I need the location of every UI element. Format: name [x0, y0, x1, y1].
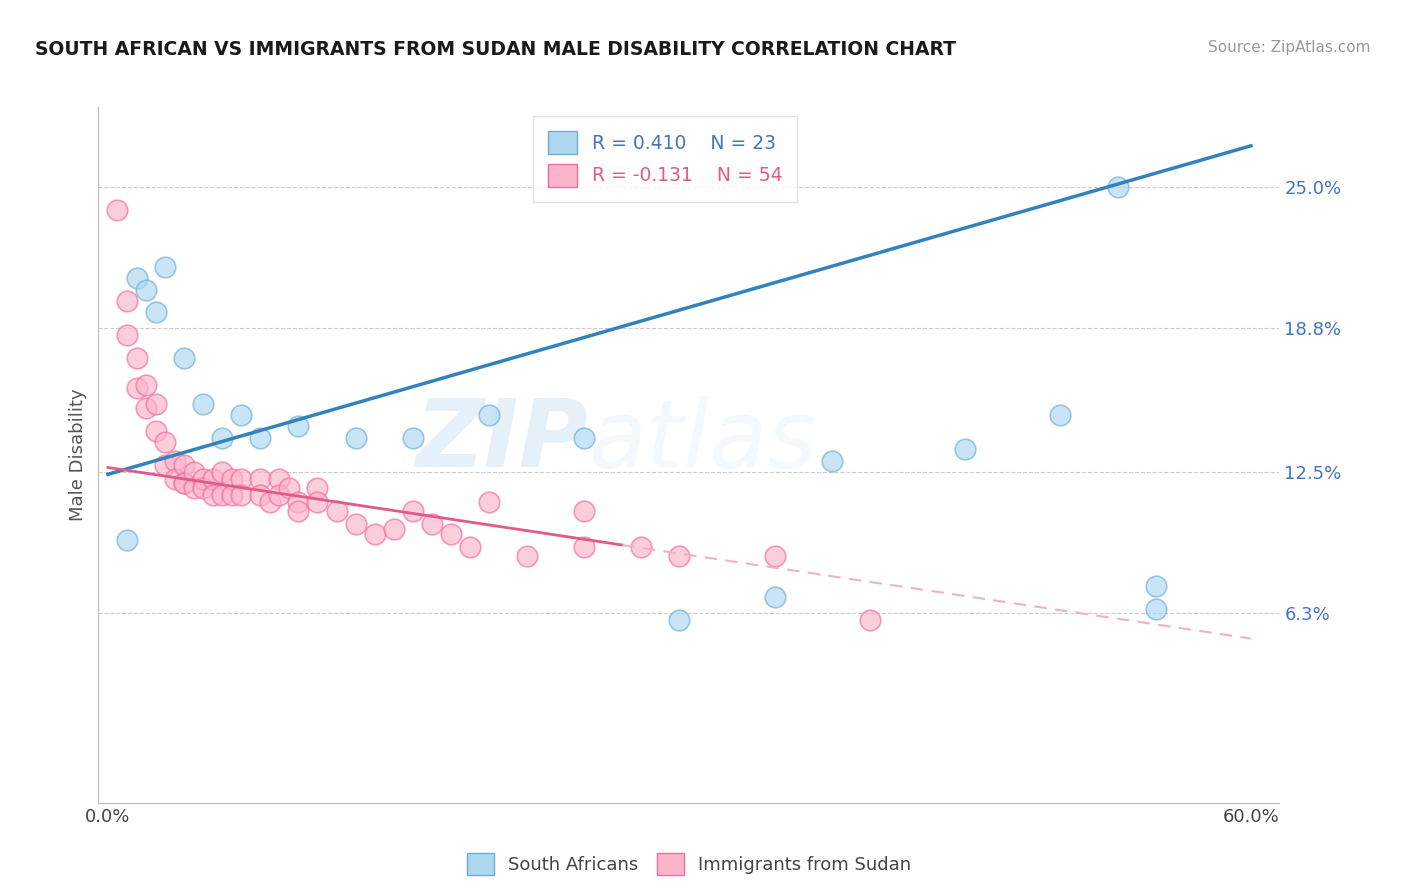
- Point: [325, 504, 347, 518]
- Point: [763, 549, 786, 564]
- Point: [1144, 602, 1167, 616]
- Point: [382, 522, 405, 536]
- Point: [201, 472, 224, 486]
- Point: [201, 488, 224, 502]
- Point: [668, 613, 690, 627]
- Text: Source: ZipAtlas.com: Source: ZipAtlas.com: [1208, 40, 1371, 55]
- Point: [115, 533, 138, 548]
- Point: [572, 431, 595, 445]
- Point: [173, 476, 195, 491]
- Point: [478, 494, 501, 508]
- Y-axis label: Male Disability: Male Disability: [69, 389, 87, 521]
- Point: [211, 488, 233, 502]
- Text: SOUTH AFRICAN VS IMMIGRANTS FROM SUDAN MALE DISABILITY CORRELATION CHART: SOUTH AFRICAN VS IMMIGRANTS FROM SUDAN M…: [35, 40, 956, 59]
- Point: [572, 504, 595, 518]
- Text: atlas: atlas: [589, 395, 817, 486]
- Point: [115, 293, 138, 308]
- Point: [363, 526, 385, 541]
- Point: [478, 408, 501, 422]
- Point: [344, 431, 367, 445]
- Point: [344, 517, 367, 532]
- Point: [153, 260, 176, 274]
- Point: [193, 481, 215, 495]
- Point: [153, 458, 176, 473]
- Point: [420, 517, 443, 532]
- Point: [125, 271, 148, 285]
- Point: [630, 541, 652, 555]
- Point: [259, 494, 281, 508]
- Point: [107, 202, 129, 217]
- Point: [1049, 408, 1071, 422]
- Point: [221, 488, 243, 502]
- Point: [516, 549, 538, 564]
- Point: [135, 378, 157, 392]
- Point: [763, 591, 786, 605]
- Point: [211, 431, 233, 445]
- Point: [211, 465, 233, 479]
- Point: [163, 453, 186, 467]
- Point: [115, 328, 138, 343]
- Text: ZIP: ZIP: [416, 395, 589, 487]
- Point: [402, 431, 425, 445]
- Point: [231, 408, 253, 422]
- Point: [458, 541, 481, 555]
- Point: [249, 472, 271, 486]
- Point: [307, 494, 329, 508]
- Point: [269, 488, 291, 502]
- Point: [821, 453, 844, 467]
- Point: [173, 476, 195, 491]
- Point: [221, 472, 243, 486]
- Point: [287, 419, 309, 434]
- Point: [668, 549, 690, 564]
- Point: [135, 283, 157, 297]
- Point: [402, 504, 425, 518]
- Point: [183, 465, 205, 479]
- Point: [440, 526, 463, 541]
- Point: [125, 381, 148, 395]
- Point: [277, 481, 299, 495]
- Point: [269, 472, 291, 486]
- Point: [572, 541, 595, 555]
- Point: [173, 351, 195, 365]
- Point: [183, 481, 205, 495]
- Point: [153, 435, 176, 450]
- Point: [231, 472, 253, 486]
- Point: [953, 442, 976, 457]
- Point: [249, 431, 271, 445]
- Point: [249, 488, 271, 502]
- Point: [173, 458, 195, 473]
- Legend: South Africans, Immigrants from Sudan: South Africans, Immigrants from Sudan: [458, 844, 920, 884]
- Point: [145, 305, 167, 319]
- Point: [859, 613, 882, 627]
- Point: [145, 396, 167, 410]
- Point: [1107, 180, 1129, 194]
- Point: [135, 401, 157, 416]
- Point: [145, 424, 167, 438]
- Point: [231, 488, 253, 502]
- Point: [287, 504, 309, 518]
- Point: [163, 472, 186, 486]
- Point: [1144, 579, 1167, 593]
- Point: [193, 396, 215, 410]
- Point: [125, 351, 148, 365]
- Point: [287, 494, 309, 508]
- Point: [307, 481, 329, 495]
- Point: [193, 472, 215, 486]
